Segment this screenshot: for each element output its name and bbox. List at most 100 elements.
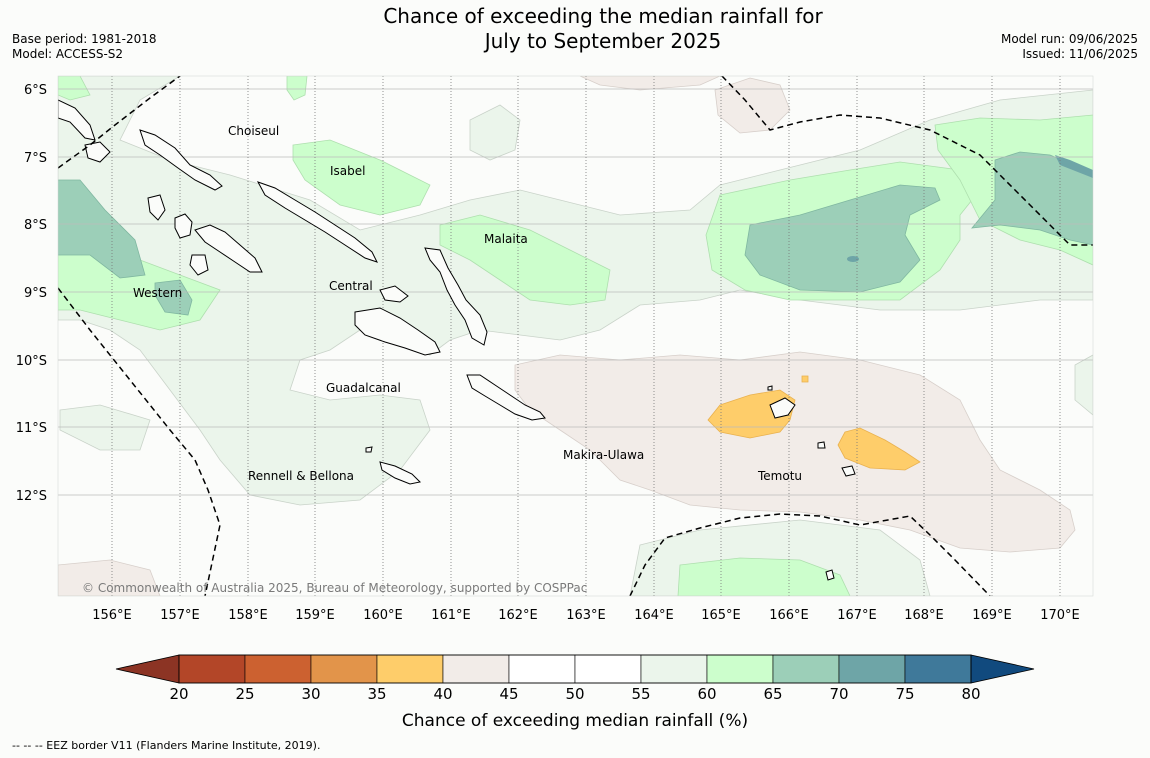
map-frame: [57, 75, 1094, 597]
choiseul-island: [139, 129, 223, 191]
colorbar-segment: [244, 654, 312, 684]
eez-border: [58, 76, 1093, 596]
lat-label: 6°S: [24, 83, 47, 98]
colorbar-tick-label: 30: [301, 685, 320, 703]
lon-label: 160°E: [363, 608, 403, 623]
map-area: [58, 76, 1093, 596]
colorbar-tick-label: 35: [367, 685, 386, 703]
lon-label: 157°E: [160, 608, 200, 623]
colorbar-tick-label: 20: [169, 685, 188, 703]
guadalcanal-island: [354, 307, 441, 356]
colorbar-segment: [508, 654, 576, 684]
colorbar-tick-label: 40: [433, 685, 452, 703]
title-line-1: Chance of exceeding the median rainfall …: [383, 4, 823, 28]
region-rennell-bellona: Rennell & Bellona: [248, 469, 354, 483]
lon-label: 163°E: [566, 608, 606, 623]
lon-label: 169°E: [972, 608, 1012, 623]
malaita-island: [424, 247, 488, 346]
region-western: Western: [133, 286, 182, 300]
region-guadalcanal: Guadalcanal: [326, 381, 401, 395]
meta-right: Model run: 09/06/2025 Issued: 11/06/2025: [1001, 32, 1138, 62]
colorbar-tick-label: 80: [961, 685, 980, 703]
utupua-island: [817, 441, 826, 449]
rennell-island: [379, 461, 422, 485]
colorbar-outline: [178, 654, 972, 684]
bellona-island: [365, 446, 373, 453]
lon-label: 156°E: [92, 608, 132, 623]
lon-label: 168°E: [904, 608, 944, 623]
lon-label: 162°E: [498, 608, 538, 623]
meta-left: Base period: 1981-2018 Model: ACCESS-S2: [12, 32, 157, 62]
colorbar-over-arrow: [970, 654, 1035, 684]
lat-label: 12°S: [16, 489, 47, 504]
colorbar-segment: [706, 654, 774, 684]
lat-label: 8°S: [24, 218, 47, 233]
colorbar-tick-label: 25: [235, 685, 254, 703]
rendova-island: [189, 254, 209, 276]
kolombangara-island: [174, 213, 193, 239]
colorbar-tick-label: 50: [565, 685, 584, 703]
shortland-island: [84, 141, 111, 163]
lat-label: 10°S: [16, 354, 47, 369]
vella-lavella-island: [147, 194, 166, 221]
colorbar-segments: [178, 654, 972, 684]
map-title: Chance of exceeding the median rainfall …: [0, 4, 1150, 54]
colorbar-tick-label: 55: [631, 685, 650, 703]
lon-label: 165°E: [701, 608, 741, 623]
colorbar-tick-label: 70: [829, 685, 848, 703]
lon-label: 164°E: [634, 608, 674, 623]
region-temotu: Temotu: [757, 469, 802, 483]
colorbar-segment: [838, 654, 906, 684]
longitude-labels: 156°E 157°E 158°E 159°E 160°E 161°E 162°…: [92, 608, 1080, 623]
region-isabel: Isabel: [330, 164, 365, 178]
contour-35-40: [707, 375, 921, 471]
isabel-island: [256, 181, 378, 263]
torres-islands: [825, 569, 835, 581]
colorbar-segment: [178, 654, 246, 684]
region-makira-ulawa: Makira-Ulawa: [563, 448, 644, 462]
new-georgia-island: [194, 224, 263, 273]
colorbar-label: Chance of exceeding median rainfall (%): [402, 711, 748, 731]
florida-islands: [379, 285, 409, 303]
contour-70-75-spot: [847, 256, 859, 262]
base-period: Base period: 1981-2018: [12, 32, 157, 46]
lon-label: 170°E: [1040, 608, 1080, 623]
lon-label: 161°E: [431, 608, 471, 623]
colorbar-segment: [574, 654, 642, 684]
colorbar-segment: [376, 654, 444, 684]
region-choiseul: Choiseul: [228, 124, 279, 138]
region-malaita: Malaita: [484, 232, 528, 246]
eez-footnote: -- -- -- EEZ border V11 (Flanders Marine…: [12, 739, 321, 752]
colorbar-segment: [310, 654, 378, 684]
colorbar-tick-label: 75: [895, 685, 914, 703]
lon-label: 166°E: [769, 608, 809, 623]
vanikoro-island: [841, 465, 856, 477]
colorbar-tick-label: 65: [763, 685, 782, 703]
colorbar-segment: [772, 654, 840, 684]
contour-65-70: [58, 151, 1093, 316]
region-labels: Choiseul Isabel Malaita Central Western …: [133, 124, 802, 483]
santa-cruz-island: [769, 397, 796, 419]
issued-date: Issued: 11/06/2025: [1022, 47, 1138, 61]
duff-islands: [767, 385, 773, 391]
makira-island: [466, 374, 546, 421]
latitude-gridlines: [58, 88, 1093, 496]
lon-label: 158°E: [228, 608, 268, 623]
colorbar-tick-label: 60: [697, 685, 716, 703]
colorbar-under-arrow: [115, 654, 180, 684]
model-run: Model run: 09/06/2025: [1000, 32, 1138, 46]
model-name: Model: ACCESS-S2: [12, 47, 124, 61]
region-central: Central: [329, 279, 373, 293]
colorbar-segment: [904, 654, 972, 684]
contour-70-75: [1055, 155, 1093, 178]
lat-label: 11°S: [16, 421, 47, 436]
colorbar: 20 25 30 35 40 45 50 55 60 65 70 75 80 Chance of exc…: [115, 654, 1035, 731]
lon-label: 167°E: [837, 608, 877, 623]
copyright-notice: © Commonwealth of Australia 2025, Bureau…: [82, 581, 587, 595]
title-line-2: July to September 2025: [484, 29, 722, 53]
coastlines: [58, 99, 856, 581]
lon-label: 159°E: [295, 608, 335, 623]
lat-label: 9°S: [24, 286, 47, 301]
